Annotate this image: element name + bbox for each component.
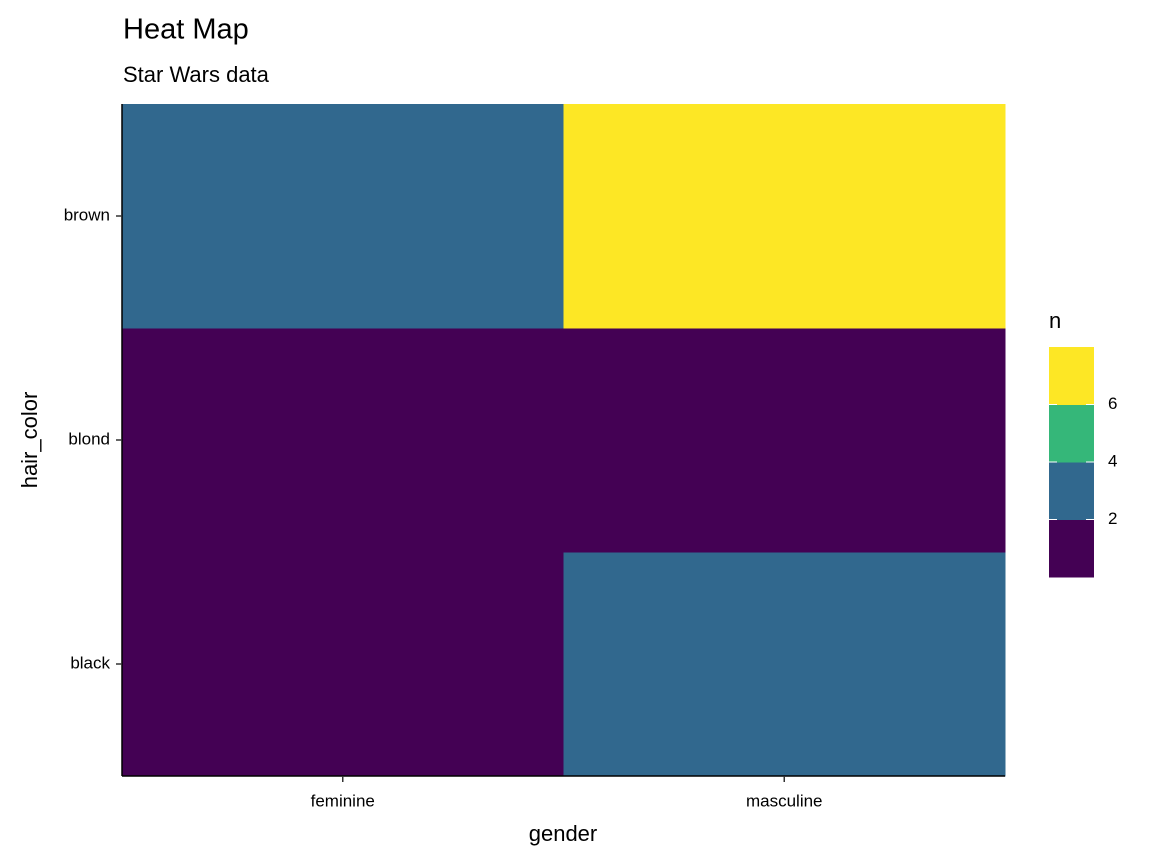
legend-swatch (1049, 404, 1094, 463)
chart-subtitle: Star Wars data (123, 62, 270, 87)
legend-label: 2 (1108, 509, 1117, 528)
y-tick-label: blond (68, 429, 110, 448)
chart-title: Heat Map (123, 14, 249, 46)
y-axis-label: hair_color (17, 392, 42, 489)
heat-cell (563, 552, 1006, 777)
legend-label: 4 (1108, 451, 1117, 470)
heat-cell (122, 552, 564, 777)
x-tick-label: feminine (311, 791, 375, 810)
legend-swatch (1049, 519, 1094, 578)
x-axis-label: gender (529, 821, 598, 846)
x-tick-label: masculine (746, 791, 823, 810)
legend-title: n (1049, 308, 1061, 333)
heat-cell (122, 328, 564, 553)
heat-cell (563, 104, 1006, 329)
legend-swatch (1049, 462, 1094, 520)
legend-label: 6 (1108, 394, 1117, 413)
heat-cell (122, 104, 564, 329)
y-tick-label: black (70, 653, 110, 672)
y-tick-label: brown (64, 205, 110, 224)
legend-swatch (1049, 347, 1094, 405)
heat-cell (563, 328, 1006, 553)
